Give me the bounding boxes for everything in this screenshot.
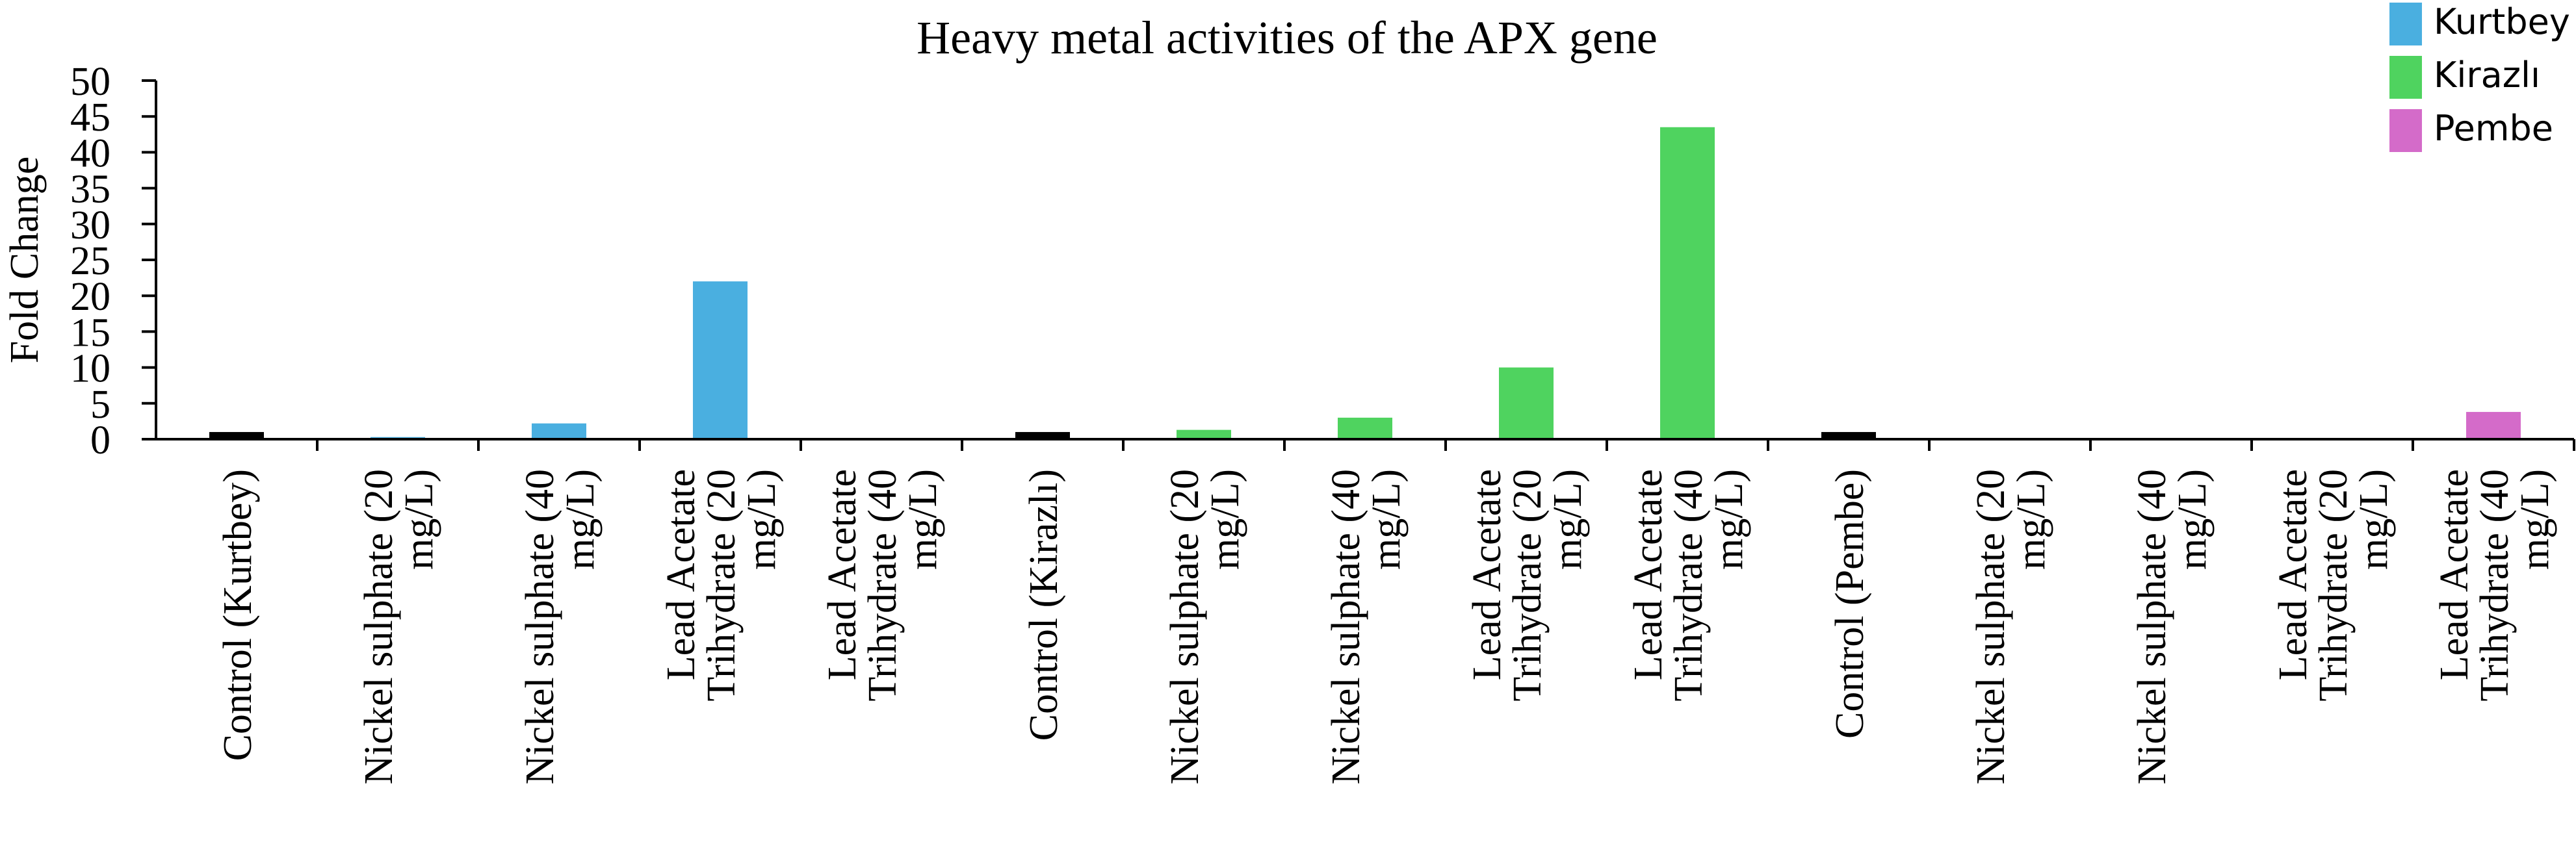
legend-swatch — [2389, 3, 2422, 45]
x-tick-label: Nickel sulphate (40mg/L) — [518, 469, 603, 785]
x-tick-label: Control (Kurtbey) — [216, 469, 260, 761]
x-tick-label: Lead AcetateTrihydrate (40mg/L) — [2432, 469, 2557, 702]
x-tick-label: Lead AcetateTrihydrate (20mg/L) — [2271, 469, 2396, 702]
x-tick-label: Lead AcetateTrihydrate (20mg/L) — [1465, 469, 1590, 702]
y-tick-label: 50 — [70, 60, 111, 104]
y-tick-label: 5 — [90, 383, 111, 427]
legend-label: Pembe — [2434, 108, 2553, 149]
legend-swatch — [2389, 109, 2422, 152]
x-tick-label: Nickel sulphate (20mg/L) — [1969, 469, 2053, 785]
plot-area — [209, 127, 2521, 439]
bar — [1499, 367, 1554, 439]
y-tick-label: 30 — [70, 203, 111, 248]
y-tick-label: 20 — [70, 275, 111, 319]
y-axis-label: Fold Change — [3, 157, 47, 364]
bar — [2466, 412, 2521, 439]
legend: Kurtbey Kirazlı Pembe — [2389, 1, 2570, 152]
y-tick-label: 15 — [70, 311, 111, 355]
x-tick-label: Nickel sulphate (40mg/L) — [2130, 469, 2215, 785]
legend-swatch — [2389, 56, 2422, 99]
chart-title: Heavy metal activities of the APX gene — [917, 12, 1658, 64]
x-tick-label: Control (Kirazlı) — [1022, 469, 1066, 741]
x-tick-label: Lead AcetateTrihydrate (40mg/L) — [820, 469, 945, 702]
legend-label: Kurtbey — [2434, 1, 2570, 42]
bar — [1015, 431, 1070, 439]
bar — [1338, 417, 1392, 439]
bar — [693, 281, 748, 439]
bar — [209, 431, 264, 439]
x-tick-label: Control (Pembe) — [1828, 469, 1872, 739]
x-tick-label: Nickel sulphate (20mg/L) — [1163, 469, 1247, 785]
x-tick-label: Lead AcetateTrihydrate (20mg/L) — [659, 469, 784, 702]
y-tick-label: 10 — [70, 347, 111, 391]
bar — [532, 423, 586, 439]
x-tick-label: Nickel sulphate (20mg/L) — [357, 469, 441, 785]
x-tick-label: Nickel sulphate (40mg/L) — [1324, 469, 1409, 785]
y-tick-label: 45 — [70, 96, 111, 140]
legend-label: Kirazlı — [2434, 55, 2540, 96]
bar — [1660, 127, 1715, 439]
bar — [1821, 431, 1876, 439]
x-axis-tick-labels: Control (Kurtbey) Nickel sulphate (20mg/L… — [216, 469, 2557, 785]
y-tick-label: 25 — [70, 239, 111, 283]
y-tick-label: 35 — [70, 168, 111, 212]
bar — [1177, 429, 1231, 439]
y-tick-label: 0 — [90, 418, 111, 463]
x-tick-label: Lead AcetateTrihydrate (40mg/L) — [1626, 469, 1751, 702]
y-tick-label: 40 — [70, 131, 111, 175]
